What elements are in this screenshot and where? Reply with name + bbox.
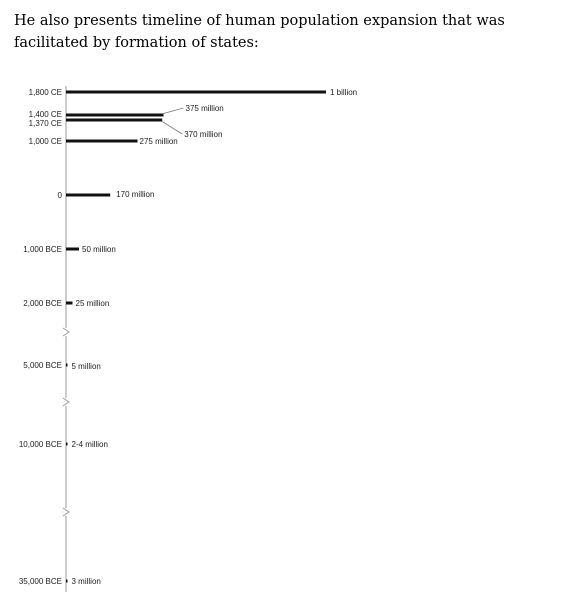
value-label-3: 370 million (184, 130, 222, 139)
tick-label-2: 1,400 CE (29, 110, 62, 119)
bar-9 (66, 442, 68, 446)
value-label-9: 2-4 million (72, 440, 108, 449)
bar-3 (66, 118, 163, 122)
tick-label-5: 0 (58, 191, 63, 200)
value-label-6: 50 million (82, 245, 116, 254)
bar-5 (66, 193, 111, 197)
bar-10 (66, 579, 68, 583)
tick-label-3: 1,370 CE (29, 119, 62, 128)
axis-breaks (62, 327, 70, 517)
value-label-7: 25 million (76, 299, 110, 308)
axis-break-gap-1 (63, 328, 69, 336)
leader-line-3 (161, 121, 183, 135)
axis-break-mark-2 (62, 397, 70, 407)
axis-break-gap-2 (63, 398, 69, 406)
tick-label-4: 1,000 CE (29, 137, 62, 146)
tick-label-10: 35,000 BCE (19, 577, 62, 586)
value-label-1: 1 billion (330, 88, 357, 97)
bar-6 (66, 247, 79, 251)
value-label-5: 170 million (116, 190, 154, 199)
tick-label-6: 1,000 BCE (23, 245, 62, 254)
axis-break-gap-3 (63, 508, 69, 516)
value-label-8: 5 million (72, 362, 101, 371)
bar-1 (66, 90, 326, 94)
bar-4 (66, 139, 138, 143)
bar-2 (66, 113, 164, 117)
tick-label-8: 5,000 BCE (23, 361, 62, 370)
tick-label-1: 1,800 CE (29, 88, 62, 97)
value-label-10: 3 million (72, 577, 101, 586)
tick-label-9: 10,000 BCE (19, 440, 62, 449)
chart-marks: 1,800 CE 1 billion 1,400 CE 375 million 1,37… (19, 88, 357, 586)
tick-label-7: 2,000 BCE (23, 299, 62, 308)
leader-line-2 (163, 107, 184, 114)
value-label-2: 375 million (186, 104, 224, 113)
axis-break-mark-3 (62, 507, 70, 517)
intro-text: He also presents timeline of human popul… (14, 13, 505, 51)
value-label-4: 275 million (140, 137, 178, 146)
bar-7 (66, 301, 73, 305)
axis-break-mark-1 (62, 327, 70, 337)
bar-8 (66, 363, 68, 367)
